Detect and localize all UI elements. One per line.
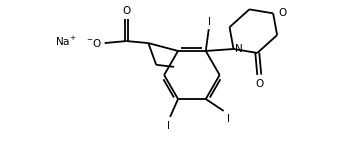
Text: I: I <box>167 121 170 131</box>
Text: Na$^{+}$: Na$^{+}$ <box>55 35 77 48</box>
Text: N: N <box>235 44 242 54</box>
Text: I: I <box>227 114 230 124</box>
Text: $^{-}$O: $^{-}$O <box>86 37 102 49</box>
Text: O: O <box>255 79 264 89</box>
Text: I: I <box>208 17 211 27</box>
Text: O: O <box>278 8 286 18</box>
Text: O: O <box>122 6 131 16</box>
